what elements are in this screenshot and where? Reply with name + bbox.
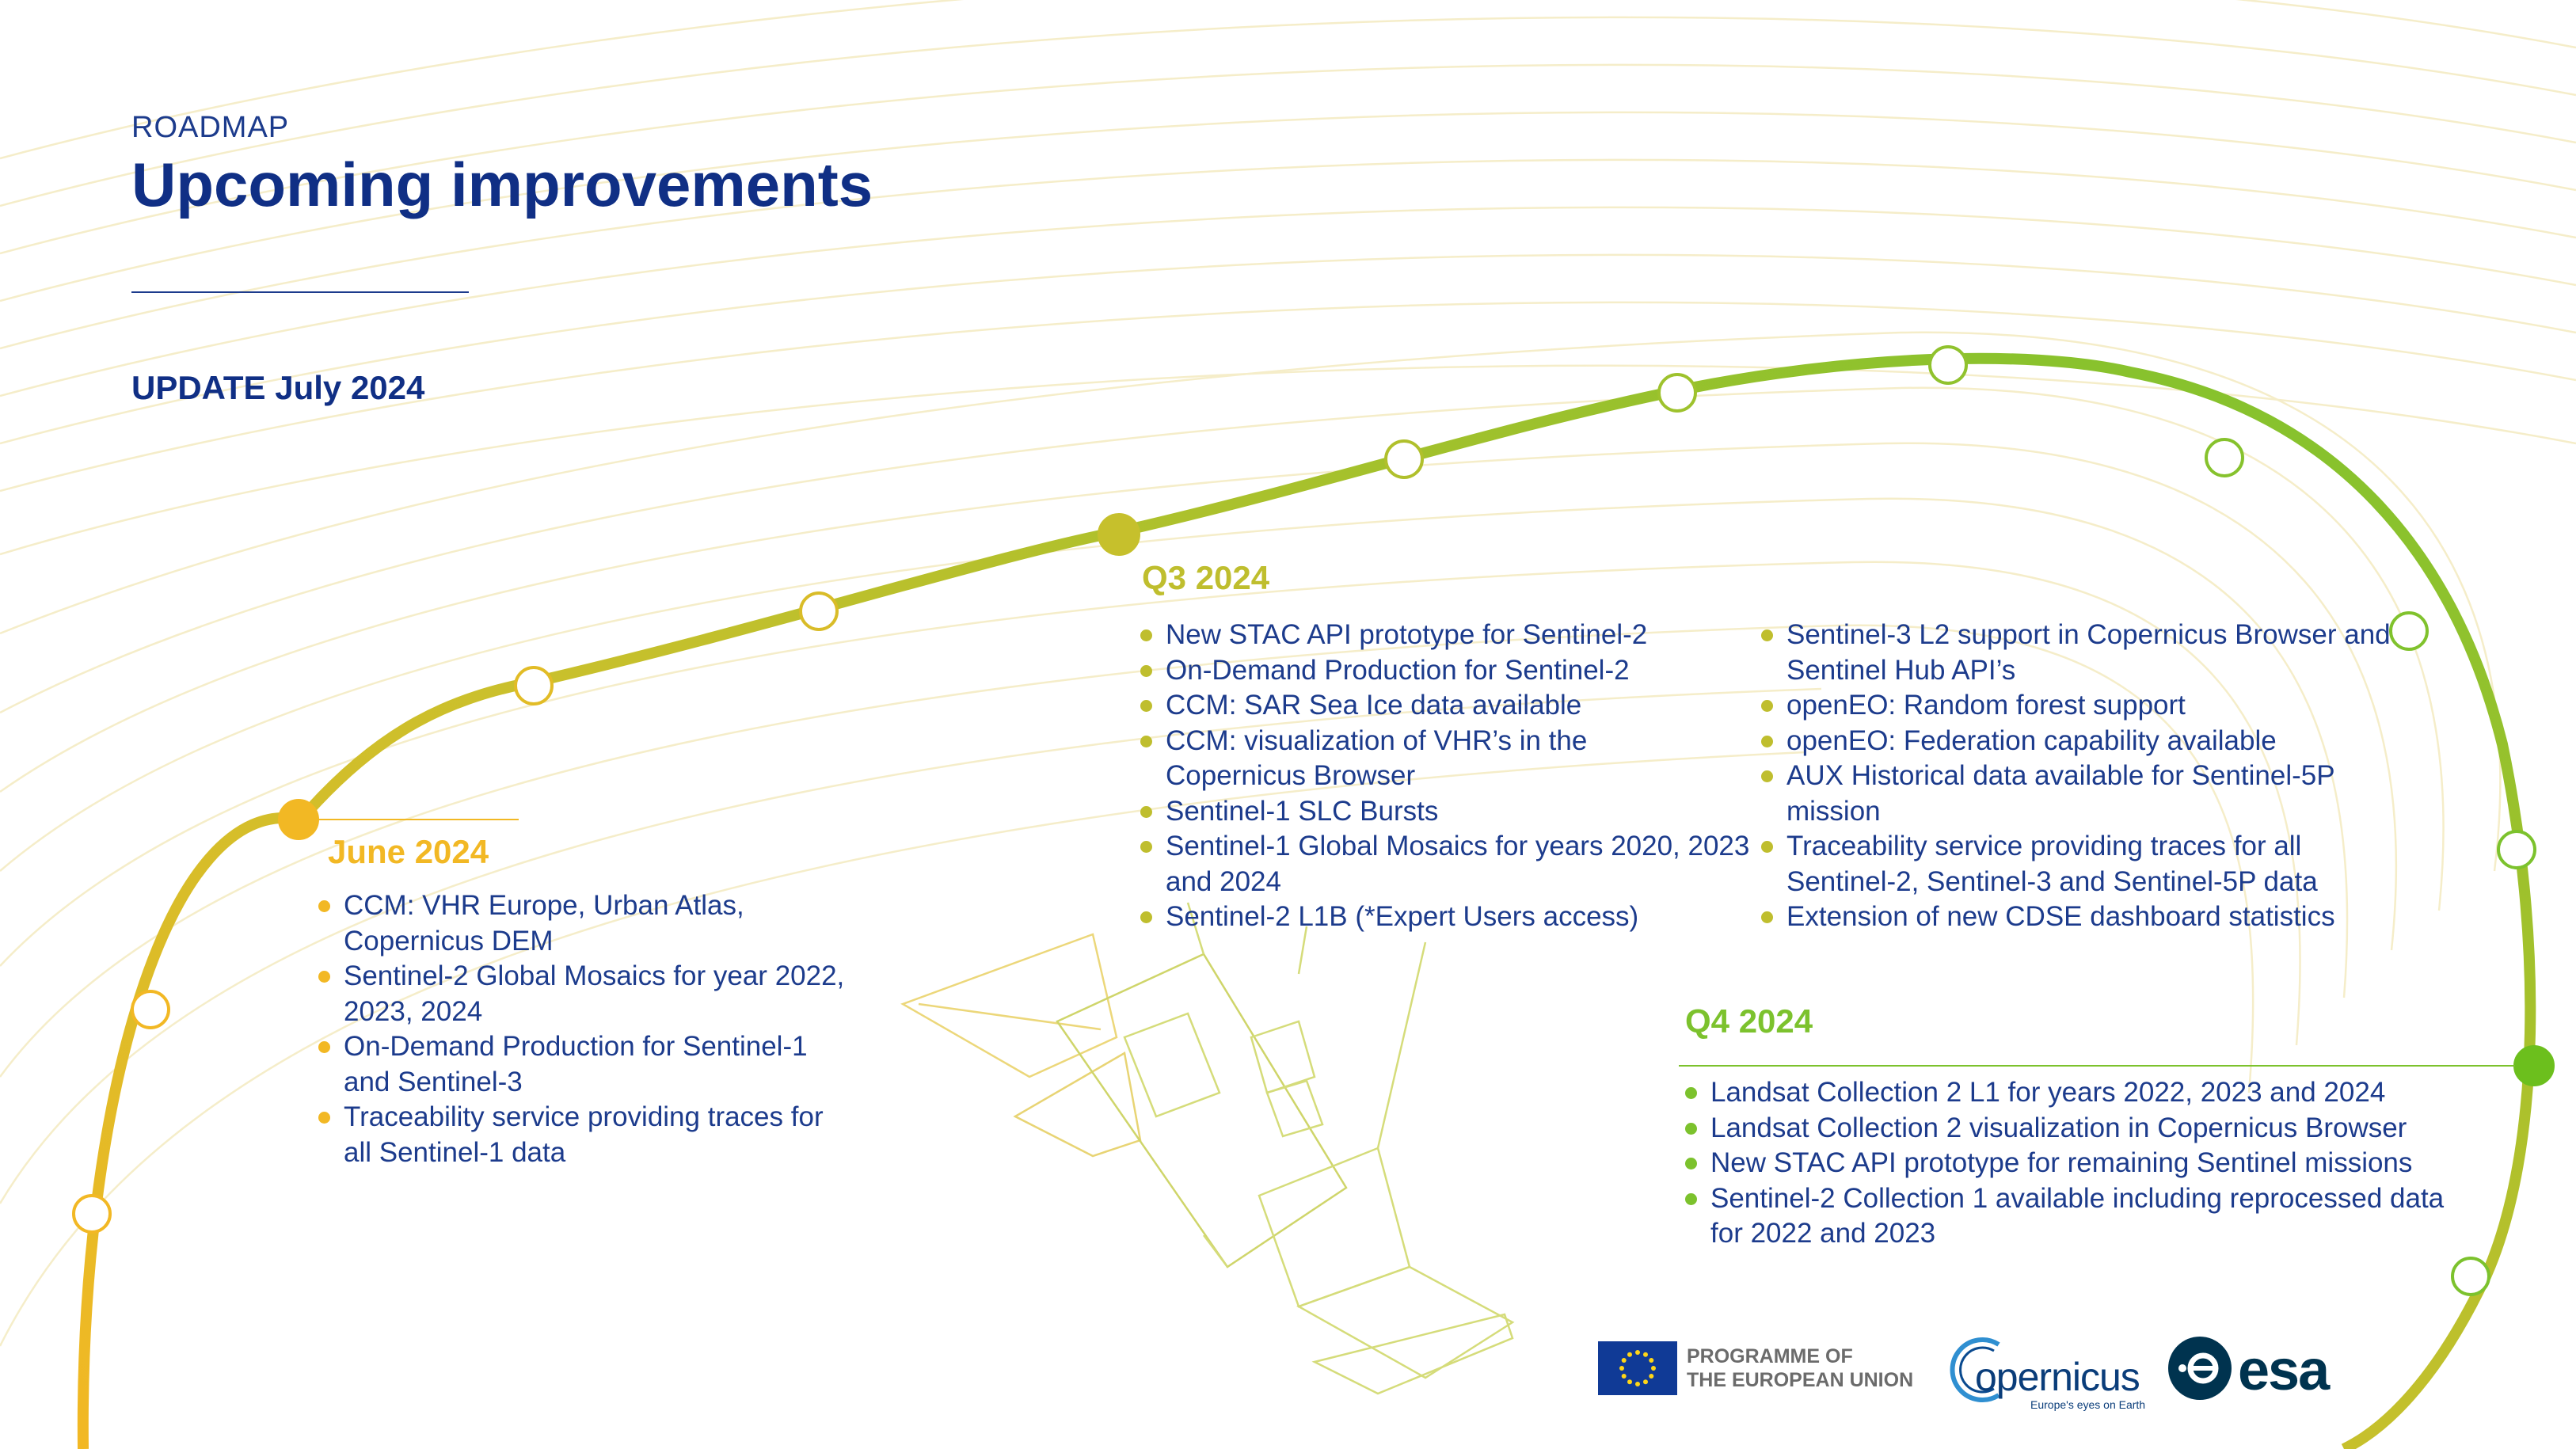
eu-flag-icon bbox=[1598, 1341, 1677, 1395]
list-item: AUX Historical data available for Sentin… bbox=[1760, 759, 2404, 829]
list-item: CCM: VHR Europe, Urban Atlas, Copernicus… bbox=[317, 888, 855, 959]
list-item: Sentinel-2 Collection 1 available includ… bbox=[1684, 1181, 2471, 1252]
list-item: openEO: Random forest support bbox=[1760, 688, 2393, 724]
satellite-illustration bbox=[900, 902, 1515, 1395]
list-item: Traceability service providing traces fo… bbox=[317, 1100, 855, 1170]
bullet-icon bbox=[318, 1112, 330, 1124]
update-label: UPDATE July 2024 bbox=[131, 369, 425, 406]
bullet-icon bbox=[1140, 911, 1152, 923]
list-item: New STAC API prototype for remaining Sen… bbox=[1684, 1146, 2475, 1181]
title-divider bbox=[131, 291, 469, 293]
timeline-node-june bbox=[278, 799, 319, 840]
bullet-icon bbox=[1761, 911, 1773, 923]
q4-list: Landsat Collection 2 L1 for years 2022, … bbox=[1684, 1075, 2475, 1252]
timeline-node bbox=[1928, 345, 1968, 385]
timeline-node-q3 bbox=[1098, 513, 1140, 556]
copernicus-c-icon bbox=[1950, 1337, 2000, 1402]
timeline-node bbox=[2205, 438, 2244, 477]
bullet-icon bbox=[1761, 770, 1773, 782]
bullet-icon bbox=[318, 900, 330, 912]
eu-stars-icon bbox=[1619, 1350, 1656, 1386]
timeline-node bbox=[72, 1194, 112, 1234]
bullet-icon bbox=[318, 971, 330, 983]
list-item: Traceability service providing traces fo… bbox=[1760, 829, 2404, 899]
bullet-icon bbox=[318, 1041, 330, 1053]
bullet-icon bbox=[1761, 841, 1773, 853]
list-item: On-Demand Production for Sentinel-1 and … bbox=[317, 1029, 855, 1100]
q3-list-left: New STAC API prototype for Sentinel-2 On… bbox=[1139, 618, 1749, 935]
esa-emblem-icon bbox=[2168, 1337, 2232, 1400]
bullet-icon bbox=[1685, 1192, 1697, 1205]
esa-logo: esa bbox=[2167, 1335, 2349, 1406]
bullet-icon bbox=[1140, 805, 1152, 818]
list-item: Landsat Collection 2 visualization in Co… bbox=[1684, 1111, 2475, 1147]
timeline-node bbox=[2497, 830, 2536, 869]
list-item: New STAC API prototype for Sentinel-2 bbox=[1139, 618, 1741, 653]
list-item: Sentinel-3 L2 support in Copernicus Brow… bbox=[1760, 618, 2404, 688]
bullet-icon bbox=[1140, 629, 1152, 641]
timeline-nodes bbox=[72, 345, 2555, 1296]
roadmap-kicker: ROADMAP bbox=[131, 111, 290, 144]
timeline-node bbox=[2389, 611, 2429, 651]
bullet-icon bbox=[1685, 1122, 1697, 1135]
page-title: Upcoming improvements bbox=[131, 150, 873, 219]
timeline-node bbox=[131, 990, 170, 1029]
bullet-icon bbox=[1761, 700, 1773, 712]
list-item: Extension of new CDSE dashboard statisti… bbox=[1760, 899, 2393, 935]
bullet-icon bbox=[1140, 841, 1152, 853]
list-item: openEO: Federation capability available bbox=[1760, 724, 2393, 759]
timeline-node bbox=[799, 591, 839, 631]
list-item: Sentinel-1 SLC Bursts bbox=[1139, 794, 1741, 830]
q4-heading: Q4 2024 bbox=[1685, 1002, 1813, 1040]
bullet-icon bbox=[1140, 700, 1152, 712]
june-list: CCM: VHR Europe, Urban Atlas, Copernicus… bbox=[317, 888, 855, 1170]
timeline-node bbox=[1657, 373, 1697, 413]
timeline-node bbox=[2451, 1257, 2490, 1296]
timeline-node-q4 bbox=[2513, 1045, 2555, 1086]
bullet-icon bbox=[1685, 1087, 1697, 1099]
timeline-curve bbox=[77, 352, 2536, 1449]
list-item: CCM: visualization of VHR’s in the Coper… bbox=[1139, 724, 1641, 794]
timeline-node bbox=[1384, 439, 1424, 479]
bullet-icon bbox=[1685, 1158, 1697, 1169]
list-item: Landsat Collection 2 L1 for years 2022, … bbox=[1684, 1075, 2475, 1111]
eu-programme-text: PROGRAMME OF THE EUROPEAN UNION bbox=[1687, 1345, 1914, 1391]
list-item: Sentinel-2 Global Mosaics for year 2022,… bbox=[317, 959, 855, 1029]
timeline-node bbox=[514, 666, 554, 705]
list-item: CCM: SAR Sea Ice data available bbox=[1139, 688, 1741, 724]
decorative-arcs bbox=[0, 0, 2576, 1347]
june-heading: June 2024 bbox=[328, 833, 489, 870]
copernicus-logo: opernicus Europe's eyes on Earth bbox=[1948, 1333, 2146, 1413]
bullet-icon bbox=[1140, 735, 1152, 747]
q3-list-right: Sentinel-3 L2 support in Copernicus Brow… bbox=[1760, 618, 2393, 935]
bullet-icon bbox=[1140, 664, 1152, 677]
list-item: On-Demand Production for Sentinel-2 bbox=[1139, 653, 1741, 689]
bullet-icon bbox=[1761, 735, 1773, 747]
list-item: Sentinel-2 L1B (*Expert Users access) bbox=[1139, 899, 1741, 935]
bullet-icon bbox=[1761, 629, 1773, 641]
list-item: Sentinel-1 Global Mosaics for years 2020… bbox=[1139, 829, 1752, 899]
q3-heading: Q3 2024 bbox=[1142, 559, 1270, 596]
